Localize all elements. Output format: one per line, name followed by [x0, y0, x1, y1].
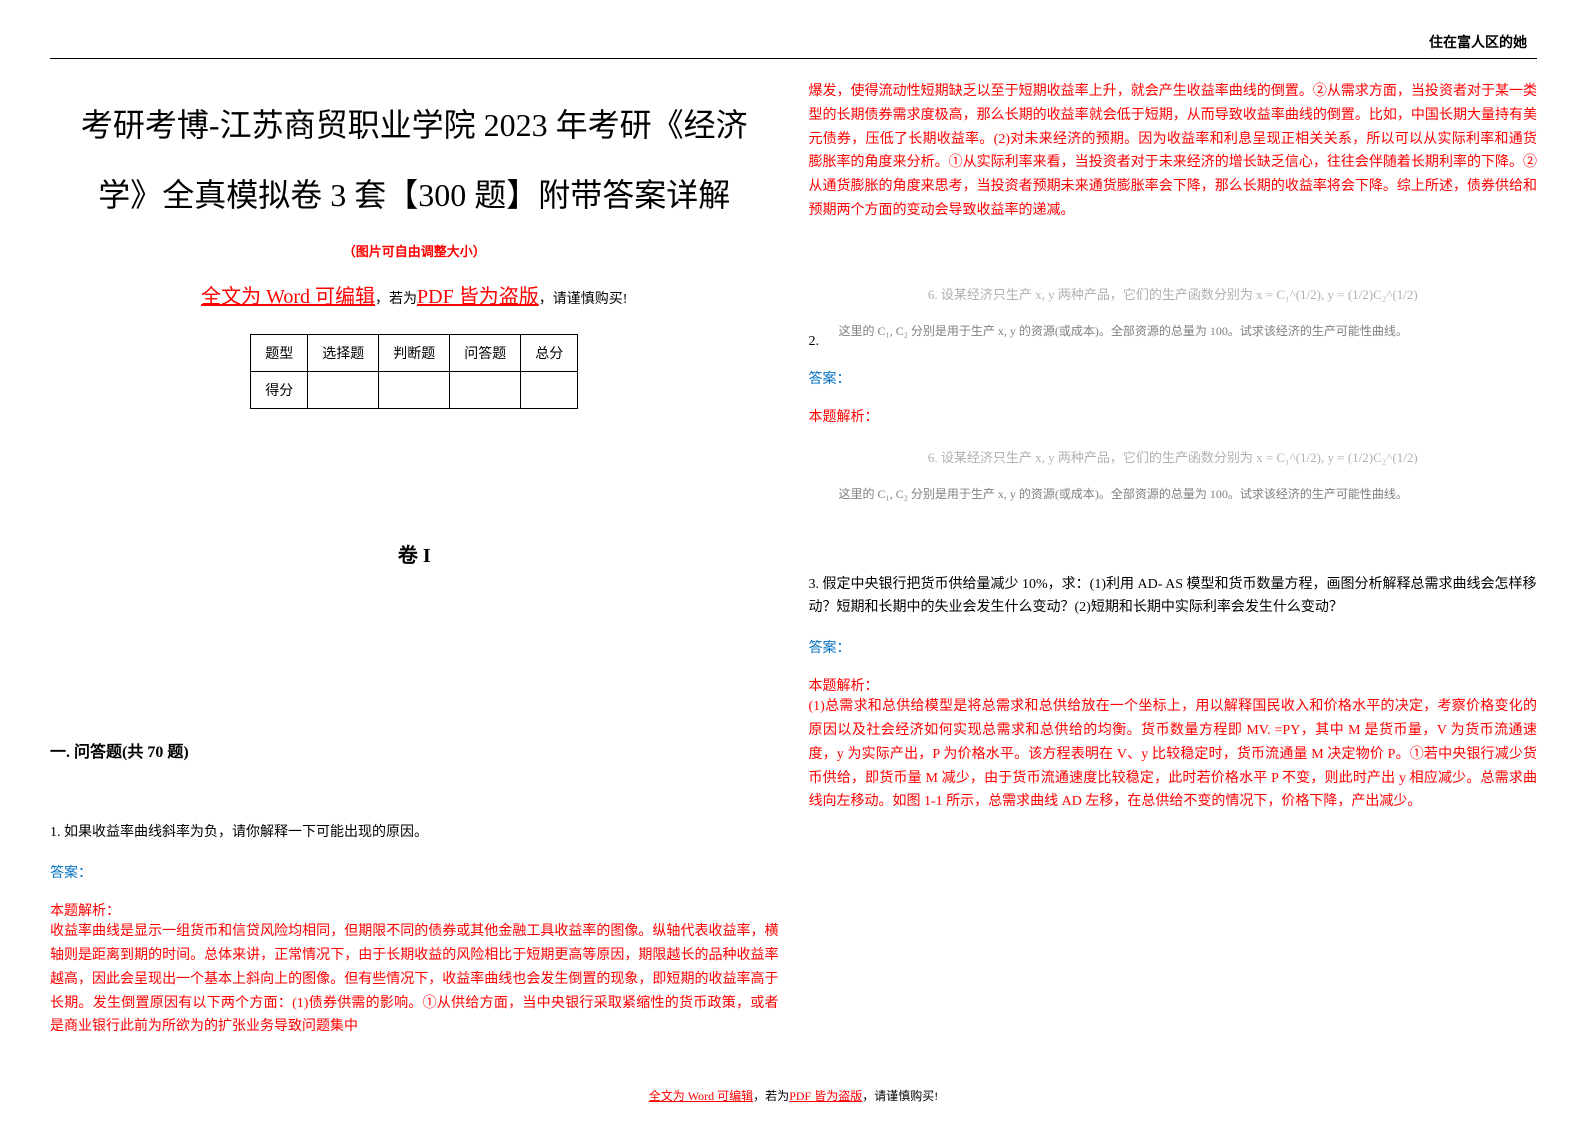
left-column: 考研考博-江苏商贸职业学院 2023 年考研《经济 学》全真模拟卷 3 套【30…	[50, 80, 779, 1070]
q3-answer-label: 答案：	[809, 637, 1538, 657]
td-score-label: 得分	[251, 371, 308, 408]
table-header-row: 题型 选择题 判断题 问答题 总分	[251, 334, 578, 371]
td-empty-4	[521, 371, 578, 408]
q2-analysis-faded-body: 这里的 C₁, C₂ 分别是用于生产 x, y 的资源(或成本)。全部资源的总量…	[809, 484, 1538, 504]
editable-notice: 全文为 Word 可编辑，若为PDF 皆为盗版，请谨慎购买!	[50, 280, 779, 309]
th-total: 总分	[521, 334, 578, 371]
td-empty-3	[450, 371, 521, 408]
section-heading: 一. 问答题(共 70 题)	[50, 738, 779, 762]
q3-analysis-text: (1)总需求和总供给模型是将总需求和总供给放在一个坐标上，用以解释国民收入和价格…	[809, 695, 1538, 814]
right-column: 爆发，使得流动性短期缺乏以至于短期收益率上升，就会产生收益率曲线的倒置。②从需求…	[809, 80, 1538, 1070]
q1-analysis-continued: 爆发，使得流动性短期缺乏以至于短期收益率上升，就会产生收益率曲线的倒置。②从需求…	[809, 80, 1538, 223]
footer-part2: ，若为	[753, 1089, 789, 1103]
q2-faded-title: 6. 设某经济只生产 x, y 两种产品，它们的生产函数分别为 x = C₁^(…	[809, 283, 1538, 306]
page-footer: 全文为 Word 可编辑，若为PDF 皆为盗版，请谨慎购买!	[0, 1087, 1587, 1104]
q1-analysis-text: 收益率曲线是显示一组货币和信贷风险均相同，但期限不同的债券或其他金融工具收益率的…	[50, 920, 779, 1039]
score-table: 题型 选择题 判断题 问答题 总分 得分	[250, 334, 578, 409]
footer-part4: ，请谨慎购买!	[862, 1089, 938, 1103]
q1-analysis-label: 本题解析：	[50, 900, 779, 920]
q2-analysis-label: 本题解析：	[809, 406, 1538, 426]
page-container: 住在富人区的她 考研考博-江苏商贸职业学院 2023 年考研《经济 学》全真模拟…	[0, 0, 1587, 1122]
header-divider	[50, 58, 1537, 59]
th-judge: 判断题	[379, 334, 450, 371]
th-answer: 问答题	[450, 334, 521, 371]
question-1: 1. 如果收益率曲线斜率为负，请你解释一下可能出现的原因。	[50, 822, 779, 844]
volume-heading: 卷 I	[50, 539, 779, 568]
q2-answer-label: 答案：	[809, 368, 1538, 388]
two-column-layout: 考研考博-江苏商贸职业学院 2023 年考研《经济 学》全真模拟卷 3 套【30…	[50, 80, 1537, 1070]
td-empty-1	[308, 371, 379, 408]
header-watermark: 住在富人区的她	[1429, 32, 1527, 52]
th-type: 题型	[251, 334, 308, 371]
subtitle-note: （图片可自由调整大小）	[50, 241, 779, 260]
title-line-1: 考研考博-江苏商贸职业学院 2023 年考研《经济	[81, 107, 748, 143]
editable-part1: 全文为 Word 可编辑	[201, 286, 375, 308]
q3-analysis-label: 本题解析：	[809, 675, 1538, 695]
table-score-row: 得分	[251, 371, 578, 408]
document-title: 考研考博-江苏商贸职业学院 2023 年考研《经济 学》全真模拟卷 3 套【30…	[50, 90, 779, 231]
editable-part3: PDF 皆为盗版	[417, 286, 539, 308]
title-line-2: 学》全真模拟卷 3 套【300 题】附带答案详解	[98, 177, 730, 213]
th-choice: 选择题	[308, 334, 379, 371]
footer-part1: 全文为 Word 可编辑	[649, 1089, 753, 1103]
question-3: 3. 假定中央银行把货币供给量减少 10%，求：(1)利用 AD- AS 模型和…	[809, 574, 1538, 619]
q2-analysis-faded-title: 6. 设某经济只生产 x, y 两种产品，它们的生产函数分别为 x = C₁^(…	[809, 446, 1538, 469]
q1-answer-label: 答案：	[50, 862, 779, 882]
td-empty-2	[379, 371, 450, 408]
editable-part2: ，若为	[375, 292, 417, 307]
footer-part3: PDF 皆为盗版	[789, 1089, 862, 1103]
editable-part4: ，请谨慎购买!	[539, 292, 628, 307]
